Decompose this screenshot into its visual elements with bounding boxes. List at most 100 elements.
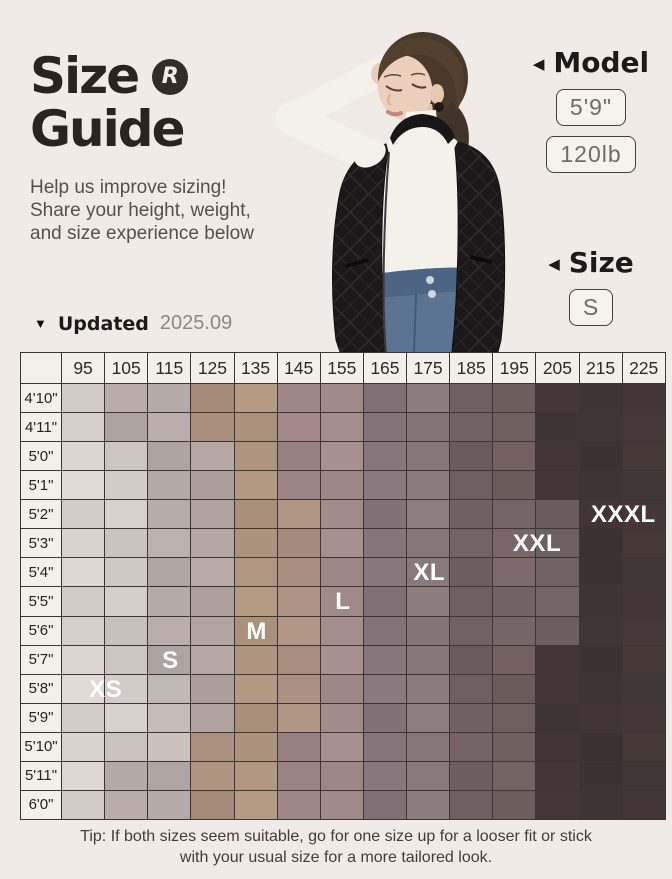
size-cell [450, 761, 493, 790]
size-cell [407, 790, 450, 819]
size-cell [105, 674, 148, 703]
updated-date: 2025.09 [159, 312, 233, 334]
size-cell [579, 732, 622, 761]
size-cell [191, 703, 234, 732]
size-cell [579, 645, 622, 674]
size-cell [450, 384, 493, 413]
model-info: ◀ Model 5'9" 120lb [516, 46, 666, 173]
size-cell [62, 703, 105, 732]
size-cell [407, 413, 450, 442]
size-cell [148, 674, 191, 703]
size-cell [450, 732, 493, 761]
size-cell [62, 790, 105, 819]
size-cell [579, 500, 622, 529]
size-cell [407, 732, 450, 761]
size-cell [536, 790, 579, 819]
size-cell [148, 529, 191, 558]
height-row-header: 4'10" [21, 384, 61, 413]
size-cell [622, 529, 665, 558]
size-cell [363, 471, 406, 500]
size-cell [105, 471, 148, 500]
size-cell [105, 558, 148, 587]
size-cell [148, 384, 191, 413]
size-cell [105, 413, 148, 442]
weight-column-header: 185 [450, 353, 493, 383]
size-cell [320, 413, 363, 442]
size-cell [493, 761, 536, 790]
size-cell [234, 500, 277, 529]
size-cell [191, 645, 234, 674]
size-cell [493, 471, 536, 500]
size-cell [234, 558, 277, 587]
weight-column-header: 225 [622, 353, 665, 383]
height-row-header: 5'6" [21, 616, 61, 645]
size-cell [579, 587, 622, 616]
size-cell [536, 761, 579, 790]
size-cell [622, 790, 665, 819]
size-cell [148, 645, 191, 674]
size-cell [363, 413, 406, 442]
weight-column-header: 95 [62, 353, 105, 383]
size-cell [622, 413, 665, 442]
size-cell [105, 500, 148, 529]
size-cell [579, 471, 622, 500]
height-row-header: 6'0" [21, 790, 61, 819]
weight-column-header: 105 [105, 353, 148, 383]
size-cell [579, 616, 622, 645]
size-cell [622, 732, 665, 761]
height-row-header: 5'7" [21, 645, 61, 674]
height-row-header: 5'9" [21, 703, 61, 732]
size-cell [450, 500, 493, 529]
size-cell [148, 413, 191, 442]
size-cell [407, 558, 450, 587]
size-cell [450, 587, 493, 616]
size-cell [105, 732, 148, 761]
size-cell [407, 703, 450, 732]
size-cell [148, 471, 191, 500]
size-cell [622, 471, 665, 500]
size-cell [148, 732, 191, 761]
subtitle-line: Share your height, weight, [30, 200, 251, 221]
size-cell [363, 732, 406, 761]
size-cell [536, 587, 579, 616]
size-cell [622, 703, 665, 732]
size-cell [191, 761, 234, 790]
size-cell [536, 703, 579, 732]
size-cell [363, 384, 406, 413]
size-cell [320, 645, 363, 674]
size-cell [450, 442, 493, 471]
weight-column-header: 215 [579, 353, 622, 383]
size-cell [277, 790, 320, 819]
left-arrow-icon: ◀ [532, 54, 545, 73]
size-cell [622, 587, 665, 616]
size-cell [191, 471, 234, 500]
size-cell [363, 616, 406, 645]
model-size-badge: S [568, 289, 614, 326]
tip-line: with your usual size for a more tailored… [179, 849, 493, 866]
size-cell [579, 442, 622, 471]
size-cell [234, 732, 277, 761]
size-cell [363, 442, 406, 471]
size-cell [493, 790, 536, 819]
size-cell [450, 558, 493, 587]
size-cell [320, 732, 363, 761]
size-cell [105, 790, 148, 819]
size-cell [493, 587, 536, 616]
size-cell [277, 442, 320, 471]
size-cell [536, 732, 579, 761]
size-cell [493, 674, 536, 703]
size-cell [493, 558, 536, 587]
brand-logo-icon: R [152, 58, 189, 95]
size-cell [407, 471, 450, 500]
size-cell [320, 674, 363, 703]
quilted-vest [332, 114, 506, 352]
size-cell [277, 703, 320, 732]
size-cell [320, 703, 363, 732]
tip-text: Tip: If both sizes seem suitable, go for… [0, 826, 672, 868]
size-cell [148, 761, 191, 790]
face [377, 55, 444, 121]
height-row-header: 5'5" [21, 587, 61, 616]
height-row-header: 5'8" [21, 674, 61, 703]
size-cell [407, 645, 450, 674]
size-cell [191, 442, 234, 471]
